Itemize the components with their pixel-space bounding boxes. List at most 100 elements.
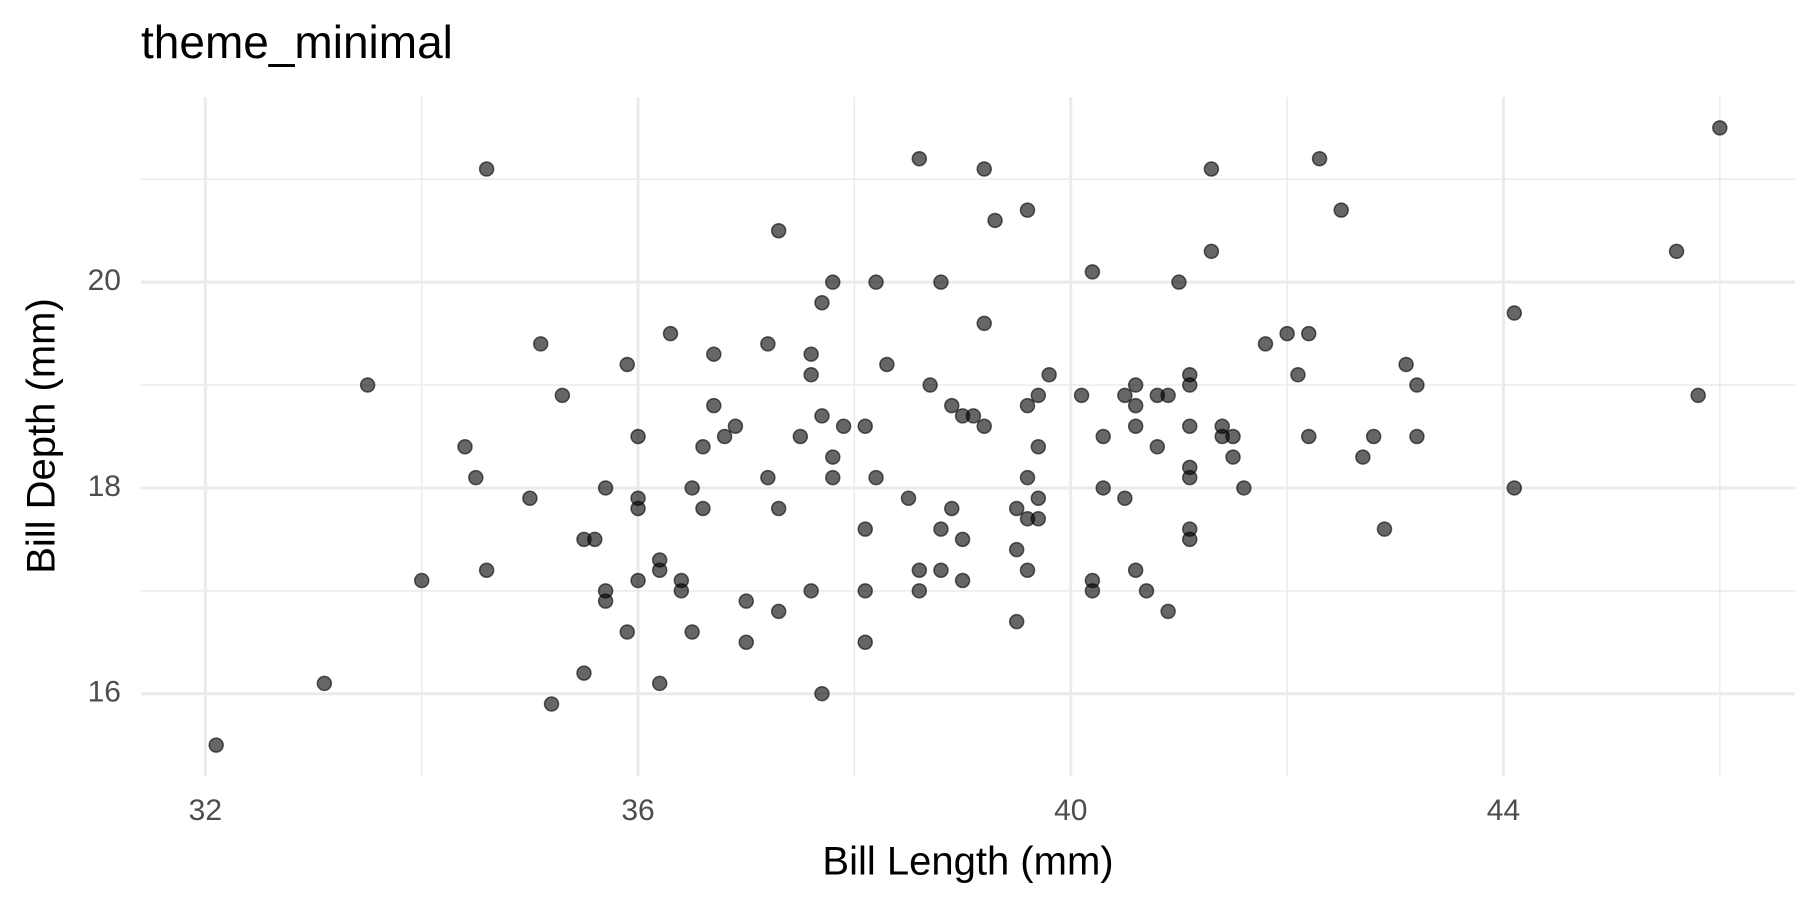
point bbox=[911, 150, 928, 167]
point bbox=[630, 428, 646, 445]
point bbox=[803, 583, 819, 599]
point bbox=[1301, 325, 1317, 342]
point bbox=[1084, 264, 1101, 280]
point bbox=[954, 531, 971, 548]
point bbox=[954, 572, 971, 589]
point bbox=[738, 634, 754, 651]
point bbox=[1117, 387, 1133, 404]
x-tick-label: 32 bbox=[189, 794, 222, 827]
point bbox=[770, 222, 787, 239]
point bbox=[673, 583, 690, 599]
point bbox=[543, 696, 560, 712]
point bbox=[1019, 397, 1036, 414]
point bbox=[857, 418, 873, 434]
point bbox=[1182, 418, 1198, 434]
point bbox=[1355, 449, 1371, 465]
point bbox=[770, 603, 787, 620]
points bbox=[208, 120, 1728, 753]
point bbox=[359, 377, 376, 393]
point bbox=[597, 593, 614, 609]
point bbox=[576, 665, 592, 681]
point bbox=[879, 356, 895, 373]
point bbox=[1290, 367, 1306, 383]
x-axis-title: Bill Length (mm) bbox=[822, 840, 1113, 884]
point bbox=[554, 387, 571, 404]
point bbox=[1084, 583, 1101, 599]
point bbox=[706, 397, 722, 414]
point bbox=[706, 346, 722, 362]
point bbox=[1409, 428, 1425, 445]
point bbox=[1160, 603, 1176, 620]
point bbox=[532, 336, 549, 352]
point bbox=[1506, 305, 1523, 321]
point bbox=[1311, 150, 1328, 167]
point bbox=[1095, 480, 1111, 496]
point bbox=[1095, 428, 1111, 445]
point bbox=[1030, 439, 1047, 455]
point bbox=[1398, 356, 1414, 373]
point bbox=[760, 336, 776, 352]
point bbox=[825, 469, 841, 486]
point bbox=[868, 274, 884, 290]
point bbox=[630, 572, 646, 589]
point bbox=[900, 490, 917, 506]
point bbox=[1365, 428, 1382, 445]
point bbox=[760, 469, 776, 486]
point bbox=[619, 356, 635, 373]
point bbox=[987, 212, 1003, 229]
y-tick-label: 18 bbox=[88, 470, 121, 503]
point bbox=[695, 439, 711, 455]
point bbox=[792, 428, 809, 445]
point bbox=[1182, 531, 1198, 548]
point bbox=[814, 685, 830, 702]
point bbox=[597, 480, 614, 496]
point bbox=[1171, 274, 1187, 290]
point bbox=[1041, 367, 1057, 383]
y-axis-title: Bill Depth (mm) bbox=[20, 298, 64, 574]
point bbox=[814, 295, 830, 311]
point bbox=[1127, 397, 1144, 414]
point bbox=[716, 428, 733, 445]
point bbox=[976, 161, 992, 177]
point bbox=[1073, 387, 1090, 404]
grid bbox=[141, 97, 1795, 776]
point bbox=[1225, 449, 1241, 465]
point bbox=[695, 500, 711, 517]
point bbox=[478, 161, 495, 177]
point bbox=[468, 469, 484, 486]
point bbox=[630, 500, 646, 517]
point bbox=[684, 624, 700, 640]
point bbox=[1008, 613, 1025, 630]
point bbox=[727, 418, 744, 434]
chart-title: theme_minimal bbox=[141, 16, 453, 68]
point bbox=[1333, 202, 1349, 218]
point bbox=[857, 583, 873, 599]
point bbox=[976, 418, 992, 434]
point bbox=[1376, 521, 1393, 537]
point bbox=[1409, 377, 1425, 393]
point bbox=[825, 274, 841, 290]
point bbox=[814, 408, 830, 424]
point bbox=[857, 634, 873, 651]
point bbox=[662, 325, 679, 342]
point bbox=[1279, 325, 1295, 342]
point bbox=[1225, 428, 1241, 445]
point bbox=[1160, 387, 1176, 404]
point bbox=[619, 624, 635, 640]
point bbox=[911, 562, 928, 578]
point bbox=[944, 397, 960, 414]
point bbox=[944, 500, 960, 517]
point bbox=[803, 367, 819, 383]
point bbox=[1203, 243, 1220, 260]
point bbox=[1236, 480, 1252, 496]
point bbox=[976, 315, 992, 332]
point bbox=[1668, 243, 1685, 260]
point bbox=[965, 408, 982, 424]
point bbox=[1301, 428, 1317, 445]
point bbox=[1127, 377, 1144, 393]
point bbox=[738, 593, 754, 609]
point bbox=[1127, 418, 1144, 434]
point bbox=[835, 418, 852, 434]
point bbox=[1030, 490, 1047, 506]
x-tick-label: 40 bbox=[1054, 794, 1087, 827]
